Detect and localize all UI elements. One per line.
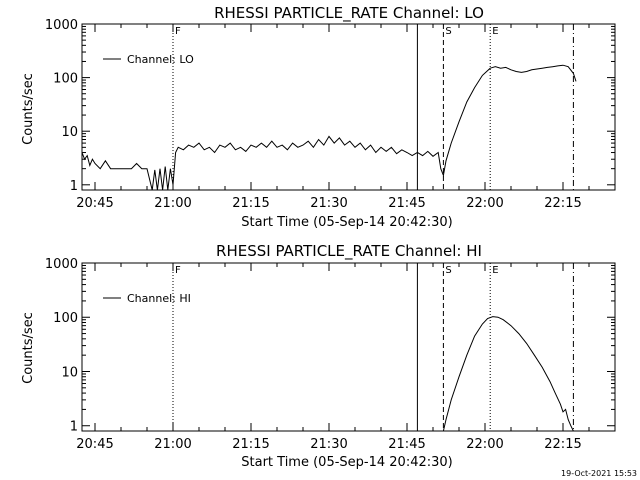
x-tick-label: 21:00 [154,437,191,452]
x-tick-label: 21:45 [388,437,425,452]
chart-panel-hi: RHESSI PARTICLE_RATE Channel: HI Counts/… [21,242,616,470]
y-tick-label: 1000 [45,18,78,33]
y-tick-label: 100 [53,311,78,326]
marker-label: S [445,26,451,37]
y-tick-label: 1000 [45,257,78,272]
chart-title: RHESSI PARTICLE_RATE Channel: HI [216,242,482,261]
marker-label: E [492,265,498,276]
x-tick-label: 22:00 [466,437,503,452]
legend: Channel: HI [103,292,191,305]
marker-label: E [492,26,498,37]
y-axis-label: Counts/sec [21,73,36,145]
x-tick-label: 21:00 [154,196,191,211]
chart-panel-lo: RHESSI PARTICLE_RATE Channel: LO Counts/… [21,4,616,230]
series-line [442,316,574,432]
x-tick-label: 22:15 [544,196,581,211]
x-axis-label: Start Time (05-Sep-14 20:42:30) [241,455,452,470]
x-tick-label: 22:00 [466,196,503,211]
footer-timestamp: 19-Oct-2021 15:53 [561,469,637,478]
x-tick-label: 21:30 [310,196,347,211]
y-tick-label: 1 [70,179,78,194]
y-tick-label: 100 [53,72,78,87]
plot-frame [81,23,616,191]
marker-label: F [175,265,181,276]
y-tick-label: 10 [61,125,78,140]
legend-label: Channel: HI [127,292,191,305]
y-tick-label: 1 [70,420,78,435]
y-tick-label: 10 [61,365,78,380]
legend: Channel: LO [103,53,194,66]
marker-label: F [175,26,181,37]
legend-label: Channel: LO [127,53,194,66]
x-tick-label: 21:15 [232,196,269,211]
chart-title: RHESSI PARTICLE_RATE Channel: LO [214,4,484,23]
y-axis-label: Counts/sec [21,312,36,384]
marker-label: S [445,265,451,276]
x-tick-label: 21:45 [388,196,425,211]
x-axis-label: Start Time (05-Sep-14 20:42:30) [241,215,452,230]
x-tick-label: 22:15 [544,437,581,452]
x-tick-label: 21:30 [310,437,347,452]
series-line [81,64,577,191]
x-tick-label: 21:15 [232,437,269,452]
plot-frame [81,262,616,432]
x-tick-label: 20:45 [76,196,113,211]
x-tick-label: 20:45 [76,437,113,452]
